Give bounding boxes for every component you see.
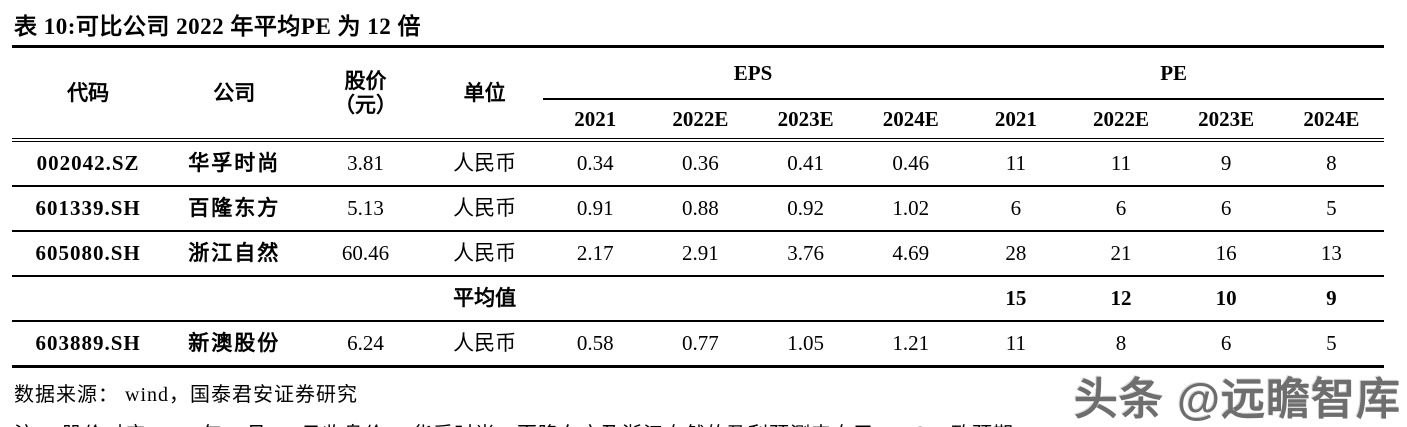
table-row-average: 平均值 15 12 10 9 xyxy=(12,276,1384,322)
cell-eps-2022e: 0.77 xyxy=(647,321,753,368)
cell-pe-2024e: 8 xyxy=(1278,140,1384,187)
header-pe-2022e: 2022E xyxy=(1068,99,1174,142)
table-row-zhejiang: 605080.SH 浙江自然 60.46 人民币 2.17 2.91 3.76 … xyxy=(12,231,1384,277)
cell-eps-2024e: 1.21 xyxy=(858,321,964,368)
header-price-line2: （元） xyxy=(333,93,397,117)
header-company: 公司 xyxy=(164,48,305,142)
header-pe-2023e: 2023E xyxy=(1173,99,1279,142)
cell-company: 华孚时尚 xyxy=(164,140,305,187)
data-source-note: 数据来源： wind，国泰君安证券研究 xyxy=(14,384,358,406)
cell-eps-2022e xyxy=(647,276,753,322)
watermark-toutiao-yuanzhan: 头条 @远瞻智库 xyxy=(1073,375,1401,424)
cell-eps-2022e: 0.88 xyxy=(647,186,753,232)
cell-unit: 人民币 xyxy=(426,140,543,187)
cell-code: 002042.SZ xyxy=(12,140,165,187)
cell-pe-2023e: 6 xyxy=(1173,186,1279,232)
cell-eps-2024e: 1.02 xyxy=(858,186,964,232)
header-eps-2021: 2021 xyxy=(542,99,648,142)
cell-company: 新澳股份 xyxy=(164,321,305,368)
header-pe-2024e: 2024E xyxy=(1278,99,1384,142)
cell-eps-2023e xyxy=(753,276,859,322)
cell-pe-2024e: 9 xyxy=(1278,276,1384,322)
cell-pe-2024e: 5 xyxy=(1278,186,1384,232)
cell-pe-2021: 11 xyxy=(963,140,1069,187)
table-row-bailong: 601339.SH 百隆东方 5.13 人民币 0.91 0.88 0.92 1… xyxy=(12,186,1384,232)
cell-pe-2022e: 8 xyxy=(1068,321,1174,368)
cell-price: 5.13 xyxy=(304,186,427,232)
cell-eps-2021: 0.34 xyxy=(542,140,648,187)
cell-pe-2022e: 21 xyxy=(1068,231,1174,277)
cell-eps-2024e: 0.46 xyxy=(858,140,964,187)
cell-pe-2023e: 10 xyxy=(1173,276,1279,322)
cell-pe-2021: 15 xyxy=(963,276,1069,322)
cell-pe-2021: 28 xyxy=(963,231,1069,277)
cell-unit: 人民币 xyxy=(426,321,543,368)
cell-pe-2022e: 6 xyxy=(1068,186,1174,232)
cell-average-label: 平均值 xyxy=(426,276,543,322)
cell-company: 百隆东方 xyxy=(164,186,305,232)
cell-code xyxy=(12,276,165,322)
cell-code: 601339.SH xyxy=(12,186,165,232)
cell-code: 603889.SH xyxy=(12,321,165,368)
footnote: 注： 股价对应 2022 年 6 月 24 日收盘价， 华孚时尚、百隆东方及浙江… xyxy=(14,418,1407,427)
table-title: 表 10:可比公司 2022 年平均PE 为 12 倍 xyxy=(14,14,422,39)
cell-pe-2023e: 16 xyxy=(1173,231,1279,277)
cell-price: 6.24 xyxy=(304,321,427,368)
header-price: 股价 （元） xyxy=(304,48,427,142)
header-eps-2022e: 2022E xyxy=(647,99,753,142)
table-row-huafu: 002042.SZ 华孚时尚 3.81 人民币 0.34 0.36 0.41 0… xyxy=(12,140,1384,187)
cell-eps-2023e: 0.41 xyxy=(753,140,859,187)
cell-eps-2024e: 4.69 xyxy=(858,231,964,277)
header-pe-2021: 2021 xyxy=(963,99,1069,142)
cell-eps-2021: 0.91 xyxy=(542,186,648,232)
cell-company xyxy=(164,276,305,322)
cell-pe-2024e: 13 xyxy=(1278,231,1384,277)
cell-company: 浙江自然 xyxy=(164,231,305,277)
title-divider xyxy=(12,45,1384,48)
cell-price: 3.81 xyxy=(304,140,427,187)
cell-unit: 人民币 xyxy=(426,231,543,277)
cell-price xyxy=(304,276,427,322)
cell-eps-2021: 2.17 xyxy=(542,231,648,277)
comparable-companies-table: 代码 公司 股价 （元） 单位 EPS PE 2021 2022E 2023E … xyxy=(12,48,1384,368)
cell-price: 60.46 xyxy=(304,231,427,277)
cell-pe-2024e: 5 xyxy=(1278,321,1384,368)
cell-pe-2023e: 9 xyxy=(1173,140,1279,187)
cell-pe-2021: 11 xyxy=(963,321,1069,368)
table-row-xinao: 603889.SH 新澳股份 6.24 人民币 0.58 0.77 1.05 1… xyxy=(12,321,1384,368)
cell-pe-2021: 6 xyxy=(963,186,1069,232)
header-code: 代码 xyxy=(12,48,165,142)
cell-eps-2023e: 0.92 xyxy=(753,186,859,232)
header-eps-2023e: 2023E xyxy=(753,99,859,142)
cell-eps-2023e: 3.76 xyxy=(753,231,859,277)
header-group-pe: PE xyxy=(963,48,1384,100)
cell-eps-2022e: 2.91 xyxy=(647,231,753,277)
header-eps-2024e: 2024E xyxy=(858,99,964,142)
header-unit: 单位 xyxy=(426,48,543,142)
cell-pe-2022e: 12 xyxy=(1068,276,1174,322)
cell-eps-2021 xyxy=(542,276,648,322)
cell-eps-2022e: 0.36 xyxy=(647,140,753,187)
cell-eps-2024e xyxy=(858,276,964,322)
cell-unit: 人民币 xyxy=(426,186,543,232)
cell-pe-2023e: 6 xyxy=(1173,321,1279,368)
header-group-eps: EPS xyxy=(542,48,964,100)
cell-eps-2023e: 1.05 xyxy=(753,321,859,368)
header-price-line1: 股价 xyxy=(344,68,387,93)
cell-eps-2021: 0.58 xyxy=(542,321,648,368)
cell-pe-2022e: 11 xyxy=(1068,140,1174,187)
cell-code: 605080.SH xyxy=(12,231,165,277)
